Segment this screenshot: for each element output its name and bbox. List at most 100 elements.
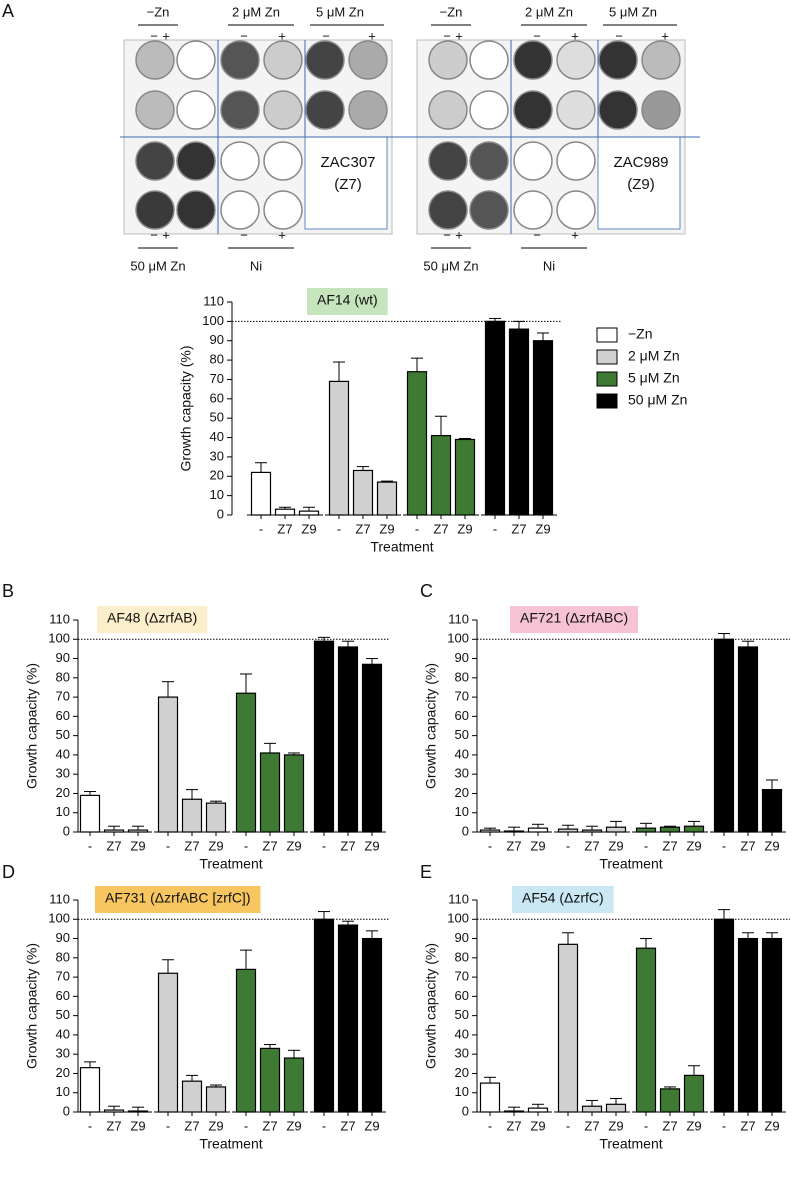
x-tick-label: Z7 [662, 1118, 677, 1133]
y-axis-label: Growth capacity (%) [423, 663, 439, 789]
well [598, 90, 638, 130]
x-tick-label: Z9 [130, 1118, 145, 1133]
well [556, 90, 596, 130]
well [598, 40, 638, 80]
sign: + [368, 28, 376, 43]
y-tick-label: 90 [455, 650, 469, 665]
x-tick-label: Z7 [506, 1118, 521, 1133]
sign: + [571, 227, 579, 242]
y-tick-label: 20 [455, 1065, 469, 1080]
bar [761, 788, 783, 833]
well [220, 40, 260, 80]
bar [484, 320, 506, 516]
sign: + [571, 28, 579, 43]
legend-label: 2 μM Zn [628, 348, 680, 364]
bar [313, 640, 335, 833]
sign: − [443, 227, 451, 242]
x-tick-label: Z9 [530, 838, 545, 853]
bar [503, 1110, 525, 1113]
x-tick-label: - [566, 1118, 570, 1133]
bar [635, 947, 657, 1113]
panel-label: A [2, 1, 14, 21]
x-tick-label: - [644, 1118, 648, 1133]
x-axis-label: Treatment [599, 1136, 662, 1152]
legend-swatch [596, 393, 618, 409]
bar [361, 937, 383, 1113]
title-box [307, 288, 388, 315]
x-tick-label: Z7 [262, 838, 277, 853]
well [176, 90, 216, 130]
sign: + [278, 227, 286, 242]
condition-header: −Zn [147, 4, 170, 19]
bar [406, 371, 428, 516]
well [513, 40, 553, 80]
well [348, 40, 388, 80]
well [513, 141, 553, 181]
bar [283, 754, 305, 833]
well [220, 190, 260, 230]
sign: + [455, 28, 463, 43]
well [263, 40, 303, 80]
sign: − [615, 28, 623, 43]
well [348, 90, 388, 130]
bar [737, 646, 759, 833]
x-tick-label: - [722, 1118, 726, 1133]
bar [259, 752, 281, 833]
plate-blank [304, 136, 388, 230]
x-tick-label: - [722, 838, 726, 853]
legend-swatch [596, 371, 618, 387]
y-tick-label: 30 [455, 1046, 469, 1061]
x-tick-label: - [493, 521, 497, 536]
y-tick-label: 10 [56, 1084, 70, 1099]
y-tick-label: 10 [455, 1084, 469, 1099]
y-tick-label: 110 [49, 611, 70, 626]
plate-blank [597, 136, 681, 230]
y-tick-label: 100 [48, 631, 70, 646]
bar [235, 692, 257, 833]
bar [557, 943, 579, 1113]
bar [659, 826, 681, 833]
well [428, 40, 468, 80]
well [428, 90, 468, 130]
y-tick-label: 90 [210, 332, 224, 347]
legend-swatch [596, 349, 618, 365]
sign: − [150, 28, 158, 43]
well [263, 90, 303, 130]
x-tick-label: Z7 [184, 1118, 199, 1133]
x-tick-label: - [337, 521, 341, 536]
y-tick-label: 70 [455, 969, 469, 984]
bar [274, 508, 296, 516]
y-tick-label: 40 [455, 1026, 469, 1041]
x-tick-label: Z9 [286, 1118, 301, 1133]
y-tick-label: 90 [56, 930, 70, 945]
y-tick-label: 110 [49, 891, 70, 906]
x-axis-label: Treatment [599, 856, 662, 872]
y-tick-label: 60 [56, 988, 70, 1003]
bar [79, 794, 101, 833]
bar [250, 471, 272, 516]
well [469, 141, 509, 181]
bar [557, 828, 579, 833]
bar [635, 827, 657, 833]
sign: + [661, 28, 669, 43]
y-tick-label: 40 [56, 746, 70, 761]
bar [479, 1082, 501, 1113]
y-tick-label: 70 [455, 689, 469, 704]
x-tick-label: Z7 [511, 521, 526, 536]
condition-footer: 50 μM Zn [423, 258, 478, 273]
y-tick-label: 70 [210, 371, 224, 386]
y-tick-label: 20 [210, 468, 224, 483]
x-tick-label: Z7 [740, 838, 755, 853]
y-tick-label: 40 [56, 1026, 70, 1041]
y-tick-label: 70 [56, 689, 70, 704]
y-tick-label: 50 [56, 727, 70, 742]
well [513, 190, 553, 230]
bar [205, 1086, 227, 1113]
well [135, 141, 175, 181]
y-tick-label: 60 [455, 708, 469, 723]
chart-title: AF731 (ΔzrfABC [zrfC]) [105, 890, 250, 906]
x-tick-label: - [488, 838, 492, 853]
y-tick-label: 0 [63, 823, 70, 838]
bar [205, 802, 227, 833]
